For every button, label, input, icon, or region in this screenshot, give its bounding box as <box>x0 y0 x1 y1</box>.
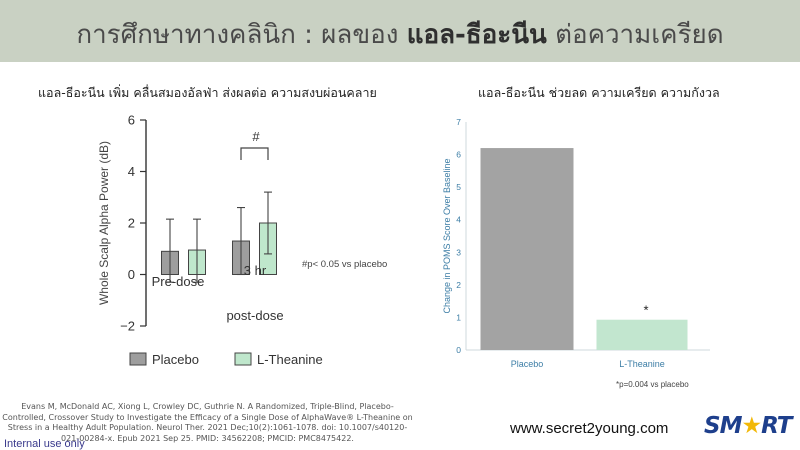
category-label: Pre-dose <box>152 274 205 289</box>
legend-label: L-Theanine <box>257 352 323 367</box>
y-tick-label: 4 <box>128 164 135 179</box>
right-chart-subtitle: แอล-ธีอะนีน ช่วยลด ความเครียด ความกังวล <box>478 85 720 100</box>
internal-use-label: Internal use only <box>4 438 85 450</box>
y-tick-label: 2 <box>456 280 461 290</box>
significance-note: *p=0.004 vs placebo <box>616 380 689 389</box>
y-tick-label: 1 <box>456 312 461 322</box>
y-axis-label: Change in POMS Score Over Baseline <box>442 158 452 313</box>
y-tick-label: 6 <box>456 150 461 160</box>
y-tick-label: −2 <box>120 319 135 334</box>
star-icon: ★ <box>741 413 762 439</box>
slide-title: การศึกษาทางคลินิก : ผลของ แอล-ธีอะนีน ต่… <box>0 14 800 55</box>
logo-right: RT <box>761 413 792 439</box>
y-tick-label: 6 <box>128 113 135 128</box>
y-tick-label: 0 <box>456 345 461 355</box>
y-tick-label: 7 <box>456 117 461 127</box>
legend-label: Placebo <box>152 352 199 367</box>
bar-l-theanine <box>596 319 688 350</box>
category-label: 3 hr <box>244 263 267 278</box>
logo-left: SM <box>704 413 742 439</box>
left-chart-subtitle: แอล-ธีอะนีน เพิ่ม คลื่นสมองอัลฟ่า ส่งผลต… <box>38 85 377 100</box>
title-suffix: ต่อความเครียด <box>555 20 724 50</box>
y-tick-label: 3 <box>456 247 461 257</box>
significance-mark: # <box>252 129 260 144</box>
category-label: Placebo <box>511 359 544 369</box>
y-axis-label: Whole Scalp Alpha Power (dB) <box>97 141 111 305</box>
title-emphasis: แอล-ธีอะนีน <box>406 20 547 50</box>
category-label: post-dose <box>226 308 283 323</box>
title-prefix: การศึกษาทางคลินิก : ผลของ <box>76 20 399 50</box>
bar-placebo <box>480 148 574 350</box>
legend-swatch-placebo <box>129 352 147 366</box>
website-link[interactable]: www.secret2young.com <box>510 420 669 437</box>
significance-note: #p< 0.05 vs placebo <box>302 259 387 270</box>
y-tick-label: 5 <box>456 182 461 192</box>
y-tick-label: 0 <box>128 267 135 282</box>
smart-logo: SM★RT <box>704 413 792 439</box>
legend-swatch-l-theanine <box>234 352 252 366</box>
y-tick-label: 2 <box>128 216 135 231</box>
category-label: L-Theanine <box>619 359 665 369</box>
significance-mark: * <box>643 303 648 318</box>
y-tick-label: 4 <box>456 215 461 225</box>
citation-text: Evans M, McDonald AC, Xiong L, Crowley D… <box>2 402 413 443</box>
title-banner <box>0 0 800 62</box>
significance-bracket <box>240 147 269 160</box>
